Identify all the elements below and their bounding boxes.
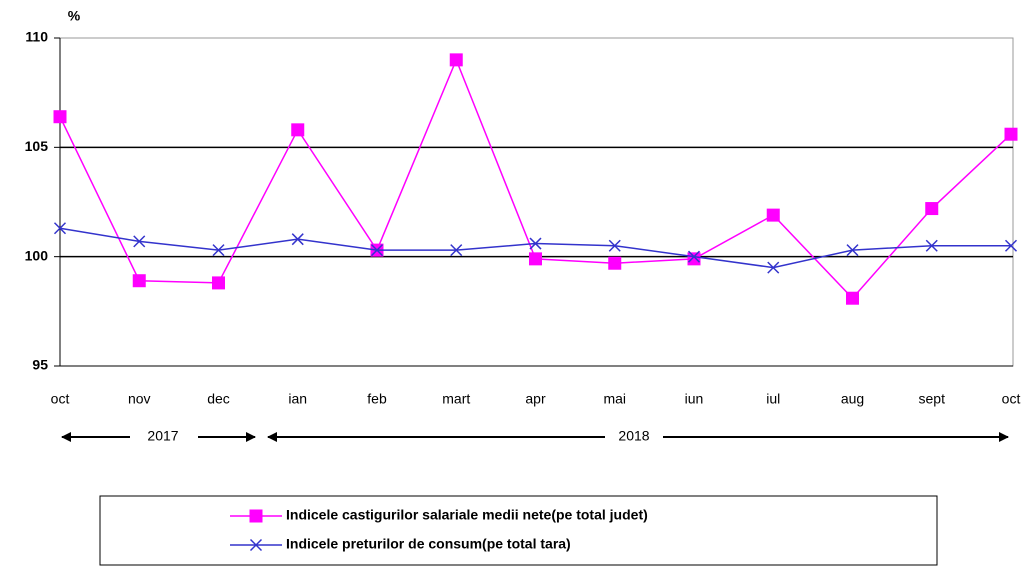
marker — [1004, 239, 1018, 252]
plot-frame — [59, 37, 1014, 367]
x-tick-label: aug — [841, 391, 864, 407]
marker — [766, 208, 780, 222]
marker — [608, 256, 622, 270]
marker — [925, 239, 938, 252]
marker — [132, 274, 146, 288]
marker — [370, 244, 384, 257]
x-tick-label: mai — [603, 391, 626, 407]
marker — [212, 244, 225, 257]
marker — [133, 235, 146, 248]
legend-marker — [249, 538, 263, 552]
marker — [1004, 127, 1018, 141]
annotation: 2018 — [618, 428, 649, 444]
x-tick-label: oct — [51, 391, 70, 407]
marker — [925, 202, 939, 216]
marker — [291, 123, 305, 137]
marker — [846, 244, 859, 257]
marker — [846, 291, 859, 305]
y-tick-label: 95 — [32, 357, 48, 373]
y-axis-label: % — [68, 8, 81, 24]
marker — [608, 239, 621, 252]
marker — [529, 252, 542, 266]
legend-label: Indicele preturilor de consum(pe total t… — [286, 536, 571, 552]
x-tick-label: oct — [1002, 391, 1021, 407]
x-tick-label: mart — [442, 391, 470, 407]
marker — [529, 237, 542, 250]
x-tick-label: sept — [919, 391, 946, 407]
annotation: 2017 — [147, 428, 178, 444]
y-tick-label: 105 — [25, 138, 49, 154]
marker — [687, 250, 701, 263]
legend-marker — [249, 509, 263, 523]
x-tick-label: iun — [685, 391, 704, 407]
marker — [291, 233, 304, 246]
marker — [53, 222, 67, 235]
marker — [450, 244, 463, 257]
marker — [212, 276, 225, 290]
x-tick-label: nov — [128, 391, 151, 407]
legend-label: Indicele castigurilor salariale medii ne… — [286, 507, 648, 523]
x-tick-label: feb — [367, 391, 387, 407]
x-tick-label: apr — [525, 391, 546, 407]
marker — [53, 110, 67, 124]
x-tick-label: dec — [207, 391, 230, 407]
marker — [767, 261, 780, 274]
legend — [99, 495, 938, 566]
marker — [687, 252, 701, 266]
x-tick-label: iul — [766, 391, 780, 407]
y-tick-label: 100 — [25, 247, 49, 263]
marker — [449, 53, 463, 67]
x-tick-label: ian — [288, 391, 307, 407]
y-tick-label: 110 — [25, 29, 48, 45]
